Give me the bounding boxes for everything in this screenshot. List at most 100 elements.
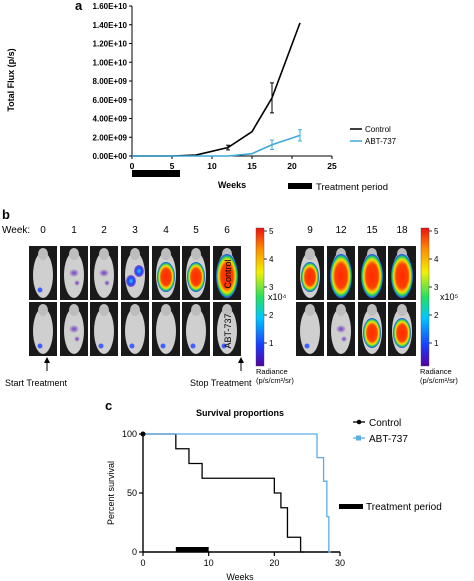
mouse-body bbox=[33, 308, 53, 354]
flux-series-control bbox=[132, 22, 301, 157]
mouse-head bbox=[336, 304, 346, 316]
mouse-head bbox=[38, 248, 48, 260]
signal-low bbox=[69, 325, 79, 333]
signal-hot bbox=[157, 262, 175, 292]
signal-spot bbox=[129, 343, 135, 349]
colorbar-tick-label: 4 bbox=[434, 255, 439, 264]
colorbar-tick-label: 5 bbox=[269, 227, 274, 236]
image-control-week-1 bbox=[60, 246, 88, 300]
signal-hot bbox=[301, 262, 319, 292]
survival-start-marker bbox=[140, 431, 146, 437]
radiance-units-right: (p/s/cm²/sr) bbox=[420, 376, 458, 385]
week-header: 6 bbox=[224, 225, 230, 236]
colorbar-tick-label: 2 bbox=[269, 311, 274, 320]
start-arrow-head bbox=[44, 357, 50, 363]
mouse-body bbox=[94, 308, 114, 354]
colorbar-tick-label: 1 bbox=[434, 339, 439, 348]
flux-treatment-bar bbox=[132, 170, 180, 177]
legend-control-label: Control bbox=[365, 125, 391, 134]
colorbar-tick-label: 3 bbox=[434, 283, 439, 292]
flux-ytick-label: 2.00E+09 bbox=[93, 133, 128, 142]
image-abt-week-2 bbox=[90, 302, 118, 356]
colorbar-tick-label: 3 bbox=[269, 283, 274, 292]
image-abt-week-18 bbox=[388, 302, 416, 356]
survival-curve-control bbox=[143, 433, 304, 553]
week-header: 4 bbox=[163, 225, 169, 236]
signal-spot bbox=[37, 343, 43, 349]
image-abt-week-3 bbox=[121, 302, 149, 356]
survival-xlabel: Weeks bbox=[226, 572, 254, 581]
flux-ytick-label: 1.20E+10 bbox=[93, 40, 128, 49]
flux-ytick-label: 0.00E+00 bbox=[93, 152, 128, 161]
mouse-head bbox=[367, 304, 377, 316]
signal-spot bbox=[304, 343, 310, 349]
legend-c-control-label: Control bbox=[369, 418, 401, 429]
survival-chart: Survival proportions 0 50 100 0 10 20 30 Perce… bbox=[106, 408, 442, 581]
signal-hot bbox=[361, 254, 383, 298]
image-abt-week-6 bbox=[213, 302, 241, 356]
week-header: 5 bbox=[193, 225, 199, 236]
mouse-head bbox=[191, 304, 201, 316]
survival-xtick-label: 30 bbox=[335, 558, 345, 568]
signal-low bbox=[69, 269, 79, 277]
week-header: 9 bbox=[307, 225, 313, 236]
mouse-head bbox=[130, 248, 140, 260]
colorbar-tick-label: 5 bbox=[434, 227, 439, 236]
row-label-abt: ABT-737 bbox=[223, 313, 233, 348]
flux-xtick-label: 20 bbox=[287, 161, 297, 171]
signal-hot bbox=[216, 254, 238, 298]
radiance-title-right: Radiance bbox=[420, 367, 452, 376]
mouse-body bbox=[186, 308, 206, 354]
mouse-body bbox=[33, 252, 53, 298]
image-abt-week-15 bbox=[358, 302, 386, 356]
legend-abt-label: ABT-737 bbox=[365, 137, 397, 146]
start-treatment-label: Start Treatment bbox=[5, 378, 68, 388]
image-abt-week-1 bbox=[60, 302, 88, 356]
image-control-week-4 bbox=[152, 246, 180, 300]
mouse-head bbox=[222, 304, 232, 316]
week-header: 15 bbox=[366, 225, 378, 236]
signal-hot bbox=[393, 318, 411, 348]
radiance-units-left: (p/s/cm²/sr) bbox=[256, 376, 294, 385]
mouse-body bbox=[156, 308, 176, 354]
image-control-week-6 bbox=[213, 246, 241, 300]
survival-xtick-label: 20 bbox=[269, 558, 279, 568]
signal-low bbox=[336, 325, 346, 333]
signal-mid bbox=[126, 275, 136, 287]
mouse-head bbox=[161, 248, 171, 260]
image-control-week-18 bbox=[388, 246, 416, 300]
signal-spot bbox=[190, 343, 196, 349]
panel-b-letter: b bbox=[2, 207, 10, 222]
mouse-head bbox=[38, 304, 48, 316]
week-header: 2 bbox=[101, 225, 107, 236]
survival-title: Survival proportions bbox=[196, 408, 284, 418]
mouse-head bbox=[397, 304, 407, 316]
flux-ytick-label: 1.60E+10 bbox=[93, 2, 128, 11]
week-header: 3 bbox=[132, 225, 138, 236]
legend-c-abt-label: ABT-737 bbox=[369, 434, 408, 445]
survival-treatment-bar bbox=[175, 547, 209, 552]
flux-xtick-label: 0 bbox=[130, 161, 135, 171]
mouse-head bbox=[305, 304, 315, 316]
treatment-legend-c-label: Treatment period bbox=[366, 502, 442, 513]
flux-ytick-label: 1.00E+10 bbox=[93, 58, 128, 67]
image-control-week-15 bbox=[358, 246, 386, 300]
survival-ytick-label: 100 bbox=[122, 429, 137, 439]
survival-ylabel: Percent survival bbox=[106, 461, 116, 525]
row-label-control: Control bbox=[223, 259, 233, 288]
flux-ytick-label: 1.40E+10 bbox=[93, 21, 128, 30]
survival-xtick-label: 10 bbox=[204, 558, 214, 568]
image-control-week-2 bbox=[90, 246, 118, 300]
week-label: Week: bbox=[2, 225, 31, 236]
survival-xtick-label: 0 bbox=[140, 558, 145, 568]
colorbar-left bbox=[255, 227, 265, 367]
signal-hot bbox=[363, 318, 381, 348]
image-abt-week-9 bbox=[296, 302, 324, 356]
flux-xtick-label: 5 bbox=[170, 161, 175, 171]
colorbar-right bbox=[420, 227, 430, 367]
flux-xlabel: Weeks bbox=[218, 180, 246, 190]
mouse-head bbox=[191, 248, 201, 260]
flux-xtick-label: 10 bbox=[207, 161, 217, 171]
mouse-head bbox=[69, 304, 79, 316]
